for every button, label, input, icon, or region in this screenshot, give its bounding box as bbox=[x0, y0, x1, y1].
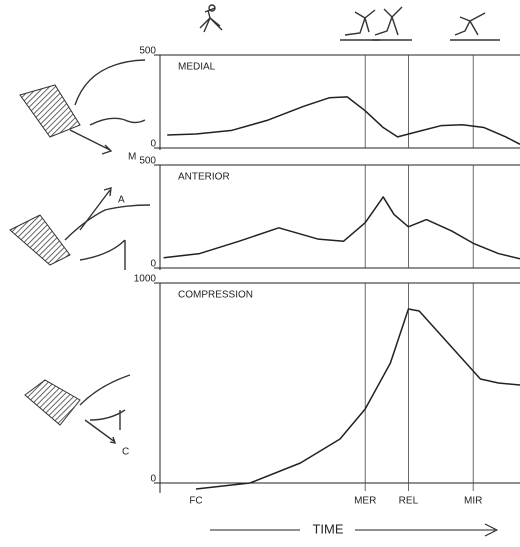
panel-title: COMPRESSION bbox=[178, 290, 253, 301]
data-line bbox=[167, 97, 520, 144]
page: M A C TIME MEDIAL0500ANTERIOR0500COMPRES… bbox=[0, 0, 520, 547]
force-label: A bbox=[118, 195, 125, 206]
y-tick-label: 500 bbox=[139, 156, 156, 167]
figure: M A C TIME MEDIAL0500ANTERIOR0500COMPRES… bbox=[0, 0, 520, 542]
force-label: C bbox=[122, 447, 129, 458]
y-tick-label: 1000 bbox=[134, 274, 157, 285]
x-tick-label: FC bbox=[189, 496, 202, 507]
data-line bbox=[196, 309, 520, 489]
x-tick-label: MER bbox=[354, 496, 376, 507]
x-axis-label: TIME bbox=[312, 521, 343, 536]
x-tick-label: REL bbox=[399, 496, 419, 507]
panel-title: MEDIAL bbox=[178, 62, 216, 73]
data-line bbox=[164, 197, 520, 259]
panel-title: ANTERIOR bbox=[178, 172, 230, 183]
force-label: M bbox=[128, 152, 136, 163]
pitcher-icons bbox=[200, 5, 500, 40]
y-tick-label: 500 bbox=[139, 46, 156, 57]
arm-icons bbox=[10, 60, 150, 443]
x-tick-label: MIR bbox=[464, 496, 482, 507]
